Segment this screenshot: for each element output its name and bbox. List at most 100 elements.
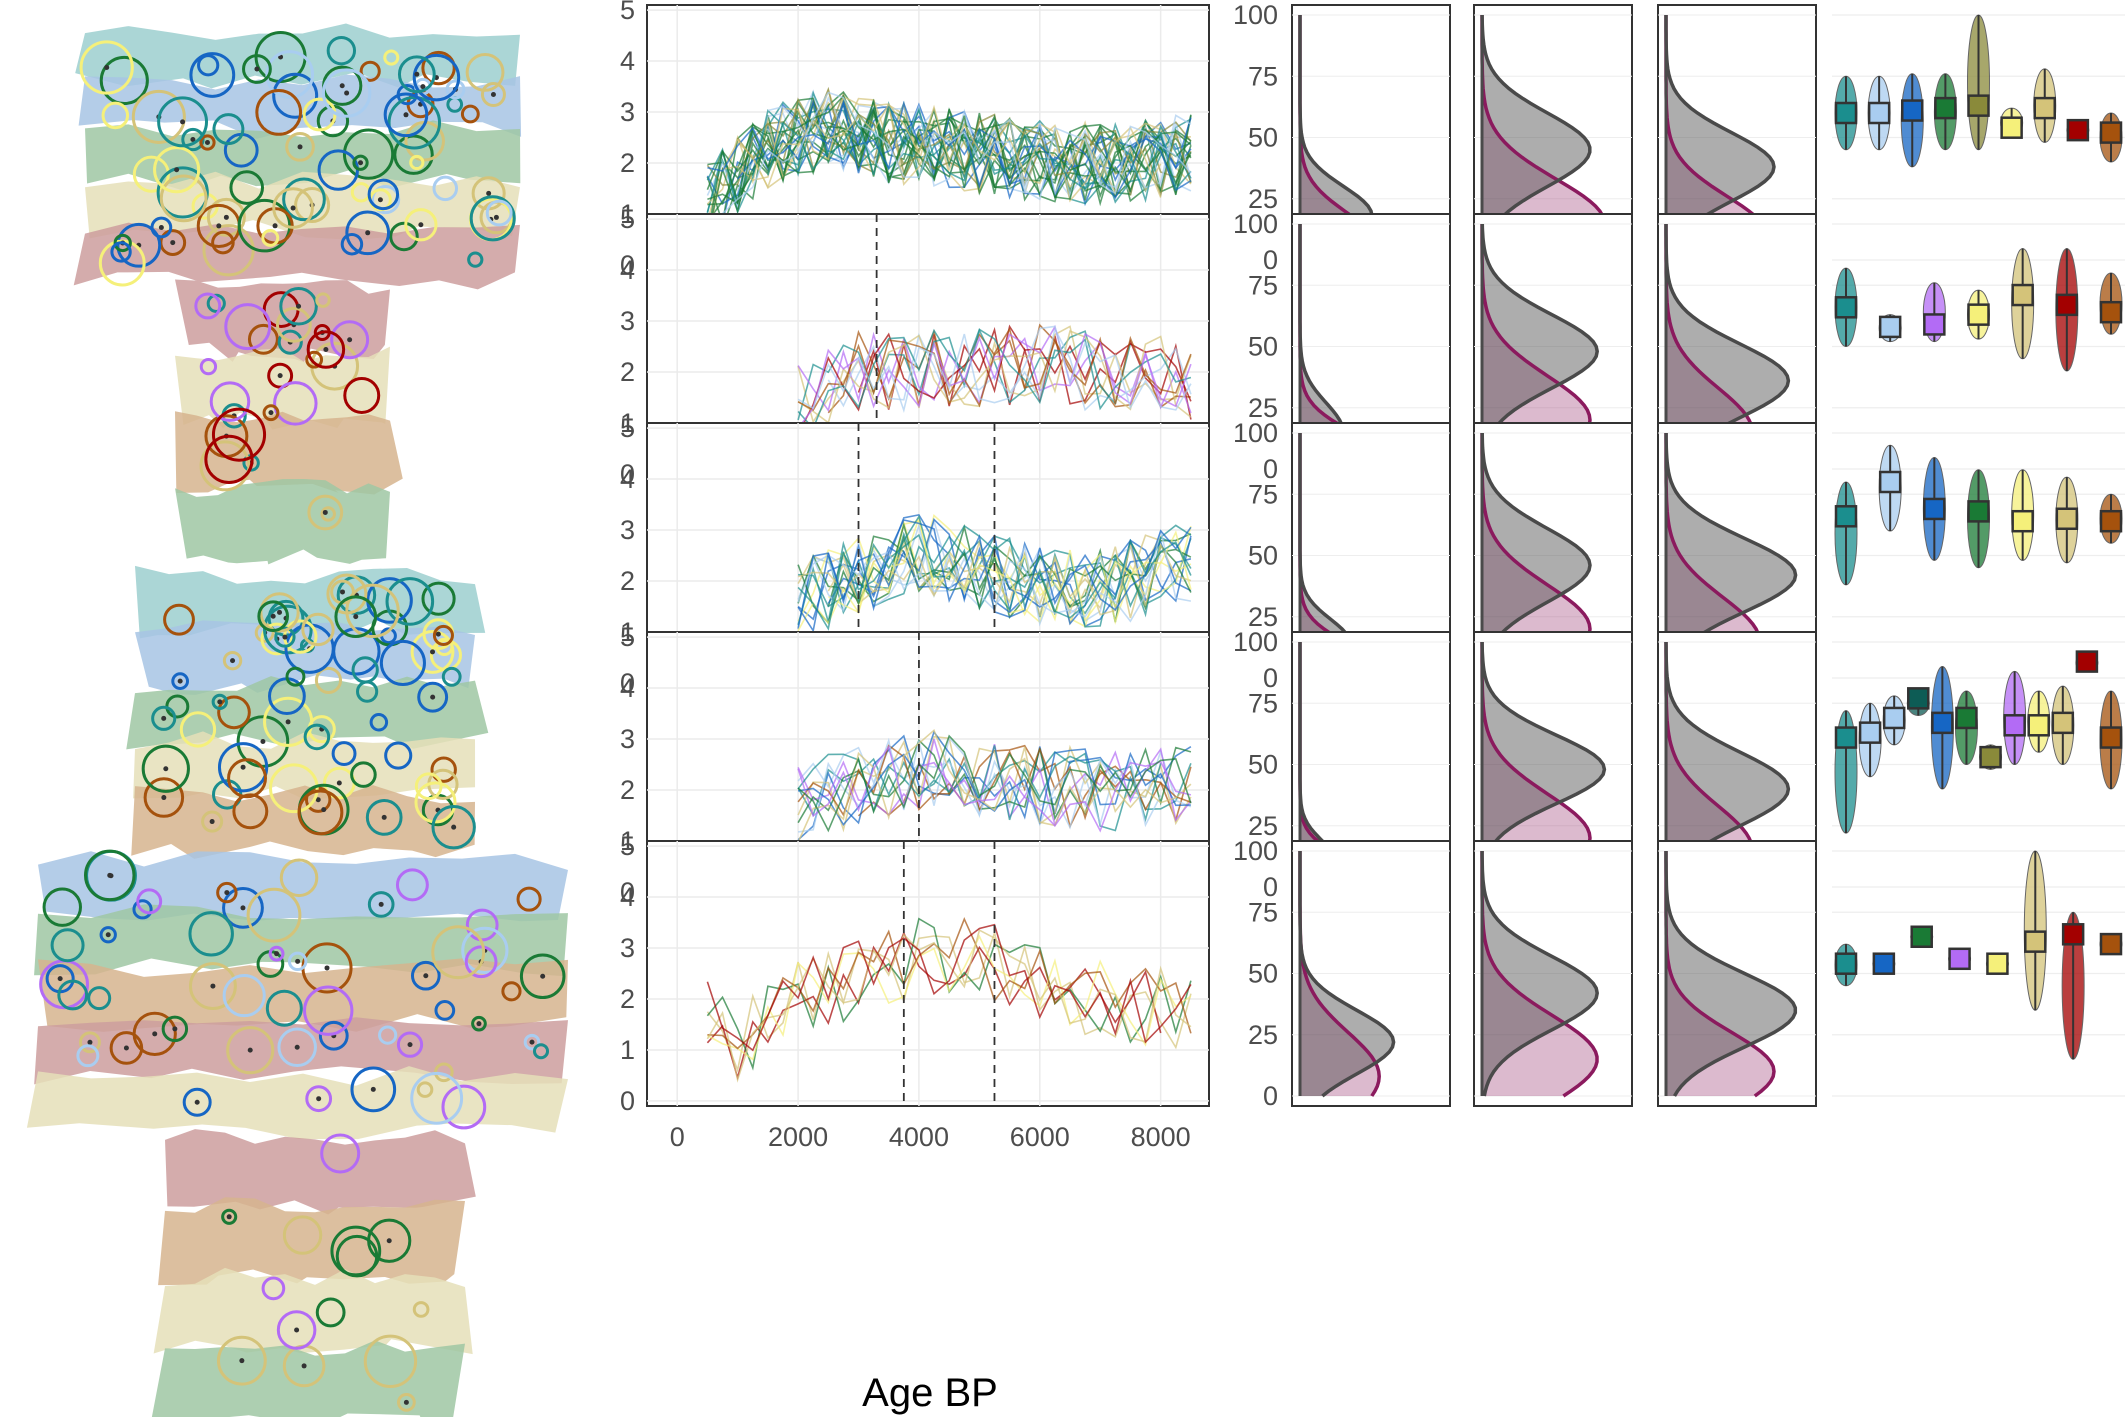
y-tick-label: 100 <box>1233 627 1278 657</box>
median-marker <box>2024 930 2047 953</box>
site-marker <box>268 945 285 962</box>
site-center-dot <box>423 973 429 979</box>
site-center-dot <box>353 614 359 620</box>
site-marker <box>257 600 290 633</box>
site-center-dot <box>295 958 301 964</box>
site-marker <box>410 1071 464 1125</box>
violin-group <box>1834 710 1858 834</box>
site-marker <box>397 1392 416 1412</box>
site-marker <box>345 583 400 639</box>
site-marker <box>216 881 238 904</box>
violin-group <box>2055 476 2079 564</box>
site-center-dot <box>430 649 436 655</box>
median-marker <box>1967 303 1990 326</box>
site-marker <box>464 945 498 979</box>
site-marker <box>216 1335 267 1386</box>
violin-group <box>2066 118 2090 142</box>
site-marker <box>359 60 381 82</box>
y-tick-label: 3 <box>620 306 635 336</box>
y-tick-label: 0 <box>1263 245 1278 275</box>
violin-group <box>1834 481 1858 586</box>
violin-group <box>1882 695 1906 746</box>
site-center-dot <box>239 1358 245 1364</box>
y-tick-label: 100 <box>1233 836 1278 866</box>
site-marker <box>294 187 331 224</box>
site-center-dot <box>301 1363 307 1369</box>
site-marker <box>432 624 454 646</box>
site-center-dot <box>194 1099 200 1105</box>
site-center-dot <box>316 1096 322 1102</box>
y-tick-label: 0 <box>620 877 635 907</box>
site-center-dot <box>123 1045 129 1051</box>
median-marker <box>1931 711 1954 735</box>
site-marker <box>421 581 456 616</box>
site-marker <box>229 170 265 205</box>
site-marker <box>255 89 303 136</box>
median-marker <box>1878 315 1902 339</box>
site-center-dot <box>347 337 353 343</box>
panel-frame <box>646 840 1210 1107</box>
density-purple-area <box>1482 851 1597 1096</box>
site-center-dot <box>339 83 345 89</box>
site-marker <box>330 320 370 360</box>
y-tick-label: 25 <box>1248 602 1278 632</box>
median-marker <box>1967 500 1990 523</box>
site-center-dot <box>493 214 499 220</box>
median-marker <box>2061 923 2085 946</box>
site-marker <box>383 49 400 66</box>
site-marker <box>179 711 217 748</box>
median-marker <box>1867 101 1891 125</box>
site-marker <box>367 891 395 918</box>
site-marker <box>272 72 319 119</box>
violin-group <box>2075 650 2099 673</box>
violin-group <box>1930 666 1954 790</box>
violin-group <box>1954 690 1978 765</box>
site-center-dot <box>216 223 222 229</box>
site-center-dot <box>486 190 492 196</box>
density-purple-area <box>1482 224 1590 469</box>
density-gray-area <box>1300 851 1394 1096</box>
site-center-dot <box>161 715 167 721</box>
site-marker <box>434 1000 456 1021</box>
site-marker <box>441 666 462 687</box>
site-center-dot <box>190 136 196 142</box>
site-marker <box>363 1334 418 1388</box>
series-line <box>706 103 1192 205</box>
site-center-dot <box>226 1214 232 1220</box>
site-marker <box>365 799 403 836</box>
y-tick-label: 0 <box>1263 872 1278 902</box>
site-marker <box>396 1031 424 1058</box>
site-marker <box>367 178 400 211</box>
violin-group <box>1867 75 1891 151</box>
site-marker <box>246 887 302 943</box>
site-marker <box>76 1044 100 1068</box>
site-marker <box>265 50 315 99</box>
density-gray-area <box>1666 433 1796 678</box>
map-biome-region <box>75 23 520 89</box>
map-biome-region <box>38 851 568 922</box>
violin-group <box>2000 107 2024 139</box>
site-marker <box>202 224 255 277</box>
site-center-dot <box>247 1047 253 1053</box>
site-marker <box>136 888 163 915</box>
site-marker <box>132 1011 177 1057</box>
y-tick-label: 25 <box>1248 1020 1278 1050</box>
density-cell <box>1657 840 1817 1107</box>
site-marker <box>334 595 378 639</box>
y-tick-label: 1 <box>620 617 635 647</box>
median-marker <box>2099 932 2123 956</box>
site-center-dot <box>435 631 441 637</box>
site-marker <box>211 407 267 462</box>
violin-group <box>2003 670 2027 766</box>
map-biome-region <box>73 222 521 290</box>
site-center-dot <box>204 139 210 145</box>
site-center-dot <box>358 160 364 166</box>
site-marker <box>159 174 208 223</box>
y-tick-label: 0 <box>620 668 635 698</box>
y-tick-label: 3 <box>620 724 635 754</box>
site-marker <box>50 928 85 963</box>
site-marker <box>131 89 186 144</box>
site-center-dot <box>403 1399 409 1405</box>
site-marker <box>201 810 224 833</box>
site-marker <box>224 303 272 351</box>
